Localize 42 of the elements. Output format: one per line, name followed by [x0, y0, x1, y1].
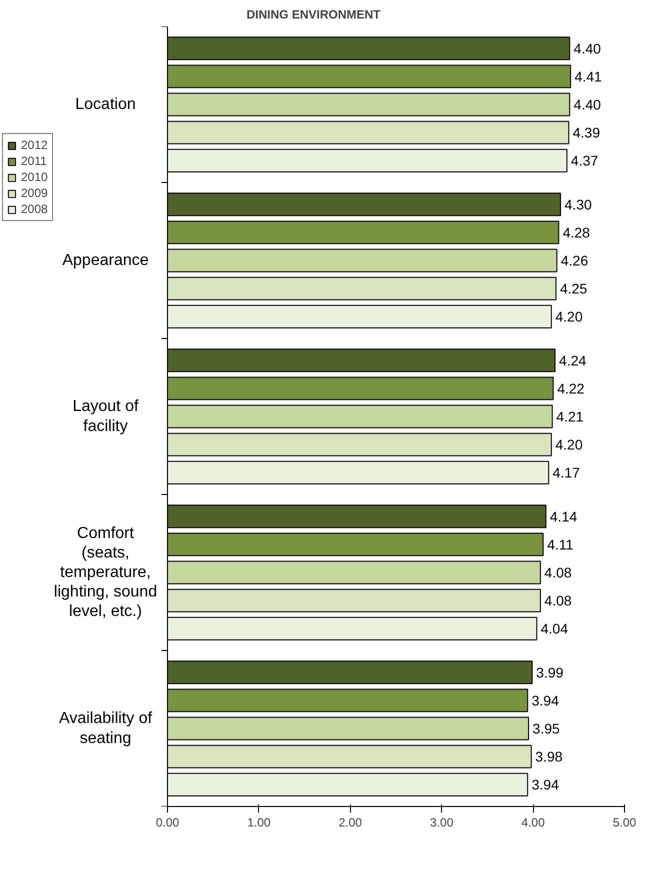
data-label: 3.99	[536, 664, 564, 680]
y-tick-label: Appearance	[62, 252, 149, 269]
x-tick-label: 4.00	[521, 816, 546, 830]
data-label: 4.17	[552, 464, 580, 481]
x-tick-label: 1.00	[247, 816, 271, 830]
x-tick-label: 2.00	[338, 816, 362, 830]
data-label: 4.39	[572, 124, 600, 141]
data-label: 4.21	[556, 408, 584, 424]
data-label: 4.24	[559, 352, 586, 368]
y-tick-label: Availability of seating	[58, 710, 153, 747]
legend-label: 2010	[21, 170, 48, 184]
x-tick-label: 3.00	[430, 816, 454, 830]
data-label: 4.22	[557, 380, 585, 396]
data-label: 4.11	[547, 536, 574, 552]
data-label: 3.95	[532, 720, 560, 736]
data-label: 4.26	[560, 252, 588, 268]
data-label: 4.08	[544, 564, 572, 580]
data-label: 4.41	[574, 68, 602, 84]
legend-label: 2008	[21, 202, 48, 216]
data-label: 4.37	[570, 152, 598, 169]
x-tick-label: 0.00	[156, 816, 180, 830]
data-label: 4.40	[574, 96, 602, 112]
legend-label: 2011	[21, 154, 47, 168]
data-label: 4.14	[550, 508, 578, 524]
data-label: 4.40	[574, 40, 602, 56]
y-tick-label: Comfort (seats, temperature, lighting, sound level, etc.)	[54, 524, 158, 620]
data-label: 4.04	[540, 620, 568, 637]
data-label: 4.28	[562, 224, 590, 240]
data-label: 3.94	[532, 776, 560, 793]
y-tick-label: Layout of facility	[72, 398, 139, 435]
legend-label: 2012	[21, 138, 48, 152]
chart-title: DINING ENVIRONMENT	[246, 8, 382, 22]
data-label: 4.25	[560, 280, 588, 297]
x-tick-label: 5.00	[612, 816, 637, 830]
data-label: 4.30	[564, 196, 592, 212]
y-tick-label: Location	[75, 96, 136, 113]
data-label: 4.20	[555, 436, 583, 453]
data-label: 4.08	[544, 592, 572, 609]
legend-label: 2009	[21, 186, 48, 200]
data-label: 4.20	[555, 308, 583, 325]
data-label: 3.98	[535, 748, 563, 765]
data-label: 3.94	[532, 692, 560, 708]
